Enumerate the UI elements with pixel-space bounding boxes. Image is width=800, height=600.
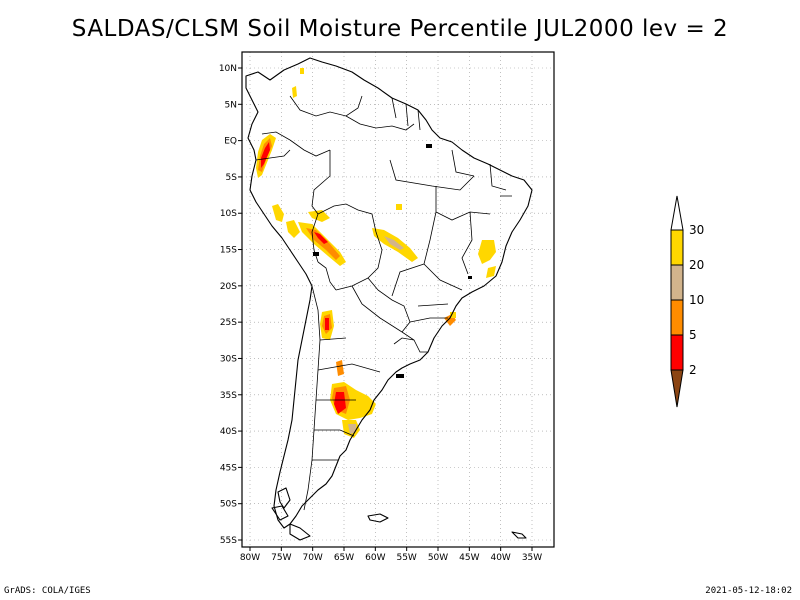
- south-america-coastline: [245, 57, 533, 529]
- patch-brazil-east: [478, 240, 496, 264]
- lat-tick-label: 40S: [220, 427, 237, 437]
- coastlines: [245, 57, 533, 541]
- border-colombia-venezuela: [289, 95, 363, 117]
- lon-tick-label: 55W: [396, 553, 416, 563]
- south-georgia: [511, 531, 527, 539]
- patch-brazil-central-tan: [384, 236, 404, 250]
- border-uruguay: [393, 337, 415, 345]
- percentile-patches: [256, 68, 496, 438]
- lake-marker-amazon: [426, 144, 432, 148]
- country-borders: [255, 95, 512, 511]
- border-guianas: [391, 97, 421, 131]
- patch-arg-south2: [348, 424, 356, 434]
- patagonia-islands: [271, 487, 311, 541]
- footer-credit: GrADS: COLA/IGES: [4, 586, 91, 596]
- colorbar-bin-2-5: [670, 334, 684, 371]
- colorbar-top-arrow: [670, 195, 684, 231]
- border-ecuador-peru: [255, 149, 291, 161]
- border-argentina-provinces: [312, 337, 381, 461]
- colorbar-label-2: 2: [689, 363, 697, 377]
- colorbar-bin-5-10: [670, 299, 684, 336]
- patch-brazil-east2: [486, 266, 496, 278]
- lat-tick-label: 5N: [225, 100, 237, 110]
- colorbar-label-30: 30: [689, 223, 704, 237]
- border-colombia-ecuador: [261, 131, 291, 141]
- lon-tick-label: 35W: [522, 553, 542, 563]
- lon-tick-label: 80W: [240, 553, 260, 563]
- patch-arg-central-red: [334, 392, 346, 414]
- patch-colombia: [292, 86, 297, 98]
- border-brazil-south: [409, 303, 449, 323]
- lat-tick-label: 20S: [220, 282, 237, 292]
- colorbar-bin-10-20: [670, 264, 684, 301]
- lat-tick-labels: 10N 5N EQ 5S 10S 15S 20S 25S 30S 35S 40S 45S 50S 55S: [219, 64, 242, 546]
- lon-tick-label: 50W: [428, 553, 448, 563]
- colorbar-label-5: 5: [689, 328, 697, 342]
- border-argentina-brazil-uruguay: [401, 331, 428, 353]
- map-title: SALDAS/CLSM Soil Moisture Percentile JUL…: [71, 16, 729, 42]
- lake-marker-uruguay: [396, 374, 404, 378]
- lon-tick-labels: 80W 75W 70W 65W 60W 55W 50W 45W 40W 35W: [240, 547, 542, 563]
- colorbar-bin-20-30: [670, 229, 684, 266]
- colorbar: 30 20 10 5 2: [670, 195, 704, 408]
- patch-colombia2: [300, 68, 304, 74]
- border-paraguay-brazil: [377, 289, 411, 333]
- patch-peru-2: [286, 220, 300, 238]
- patch-nw-argentina-red: [325, 318, 329, 330]
- lat-tick-label: 25S: [220, 318, 237, 328]
- border-venezuela-brazil: [345, 115, 415, 131]
- patch-ecuador-red: [261, 142, 270, 168]
- lon-tick-label: 60W: [365, 553, 385, 563]
- lon-tick-label: 65W: [334, 553, 354, 563]
- lat-tick-label: 35S: [220, 391, 237, 401]
- map-frame: [241, 51, 555, 548]
- lake-titicaca: [313, 252, 319, 256]
- lakes: [313, 144, 472, 378]
- patch-arg-north: [336, 360, 344, 376]
- lat-tick-label: 10S: [220, 209, 237, 219]
- border-chile-bolivia: [317, 261, 337, 291]
- patch-bolivia-band-red: [314, 232, 328, 244]
- lat-tick-label: EQ: [224, 137, 237, 147]
- falkland-islands: [367, 513, 389, 523]
- lat-tick-label: 30S: [220, 354, 237, 364]
- border-argentina-paraguay: [351, 285, 403, 333]
- colorbar-label-10: 10: [689, 293, 704, 307]
- patch-brazil-small: [396, 204, 402, 210]
- lat-tick-label: 5S: [226, 173, 238, 183]
- lon-tick-label: 75W: [271, 553, 291, 563]
- lon-tick-label: 70W: [302, 553, 322, 563]
- lat-tick-label: 45S: [220, 463, 237, 473]
- border-bolivia-paraguay: [335, 277, 379, 291]
- lon-tick-label: 45W: [459, 553, 479, 563]
- patch-bolivia-top: [308, 210, 330, 222]
- patch-bolivia-band-orange: [306, 228, 340, 260]
- patch-peru-1: [272, 204, 284, 222]
- footer-timestamp: 2021-05-12-18:02: [705, 586, 792, 596]
- lat-tick-label: 55S: [220, 536, 237, 546]
- colorbar-label-20: 20: [689, 258, 704, 272]
- border-colombia-peru: [289, 139, 331, 157]
- lat-tick-label: 50S: [220, 500, 237, 510]
- map-grid: [242, 52, 554, 547]
- colorbar-bottom-arrow: [670, 369, 684, 408]
- border-brazil-bolivia: [317, 203, 383, 279]
- patch-se-coast2: [450, 312, 456, 318]
- lat-tick-label: 15S: [220, 246, 237, 256]
- lat-tick-label: 10N: [219, 64, 237, 74]
- lake-marker-brazil: [468, 276, 472, 279]
- lon-tick-label: 40W: [490, 553, 510, 563]
- border-brazil-states: [389, 149, 512, 297]
- border-peru-brazil: [311, 150, 331, 215]
